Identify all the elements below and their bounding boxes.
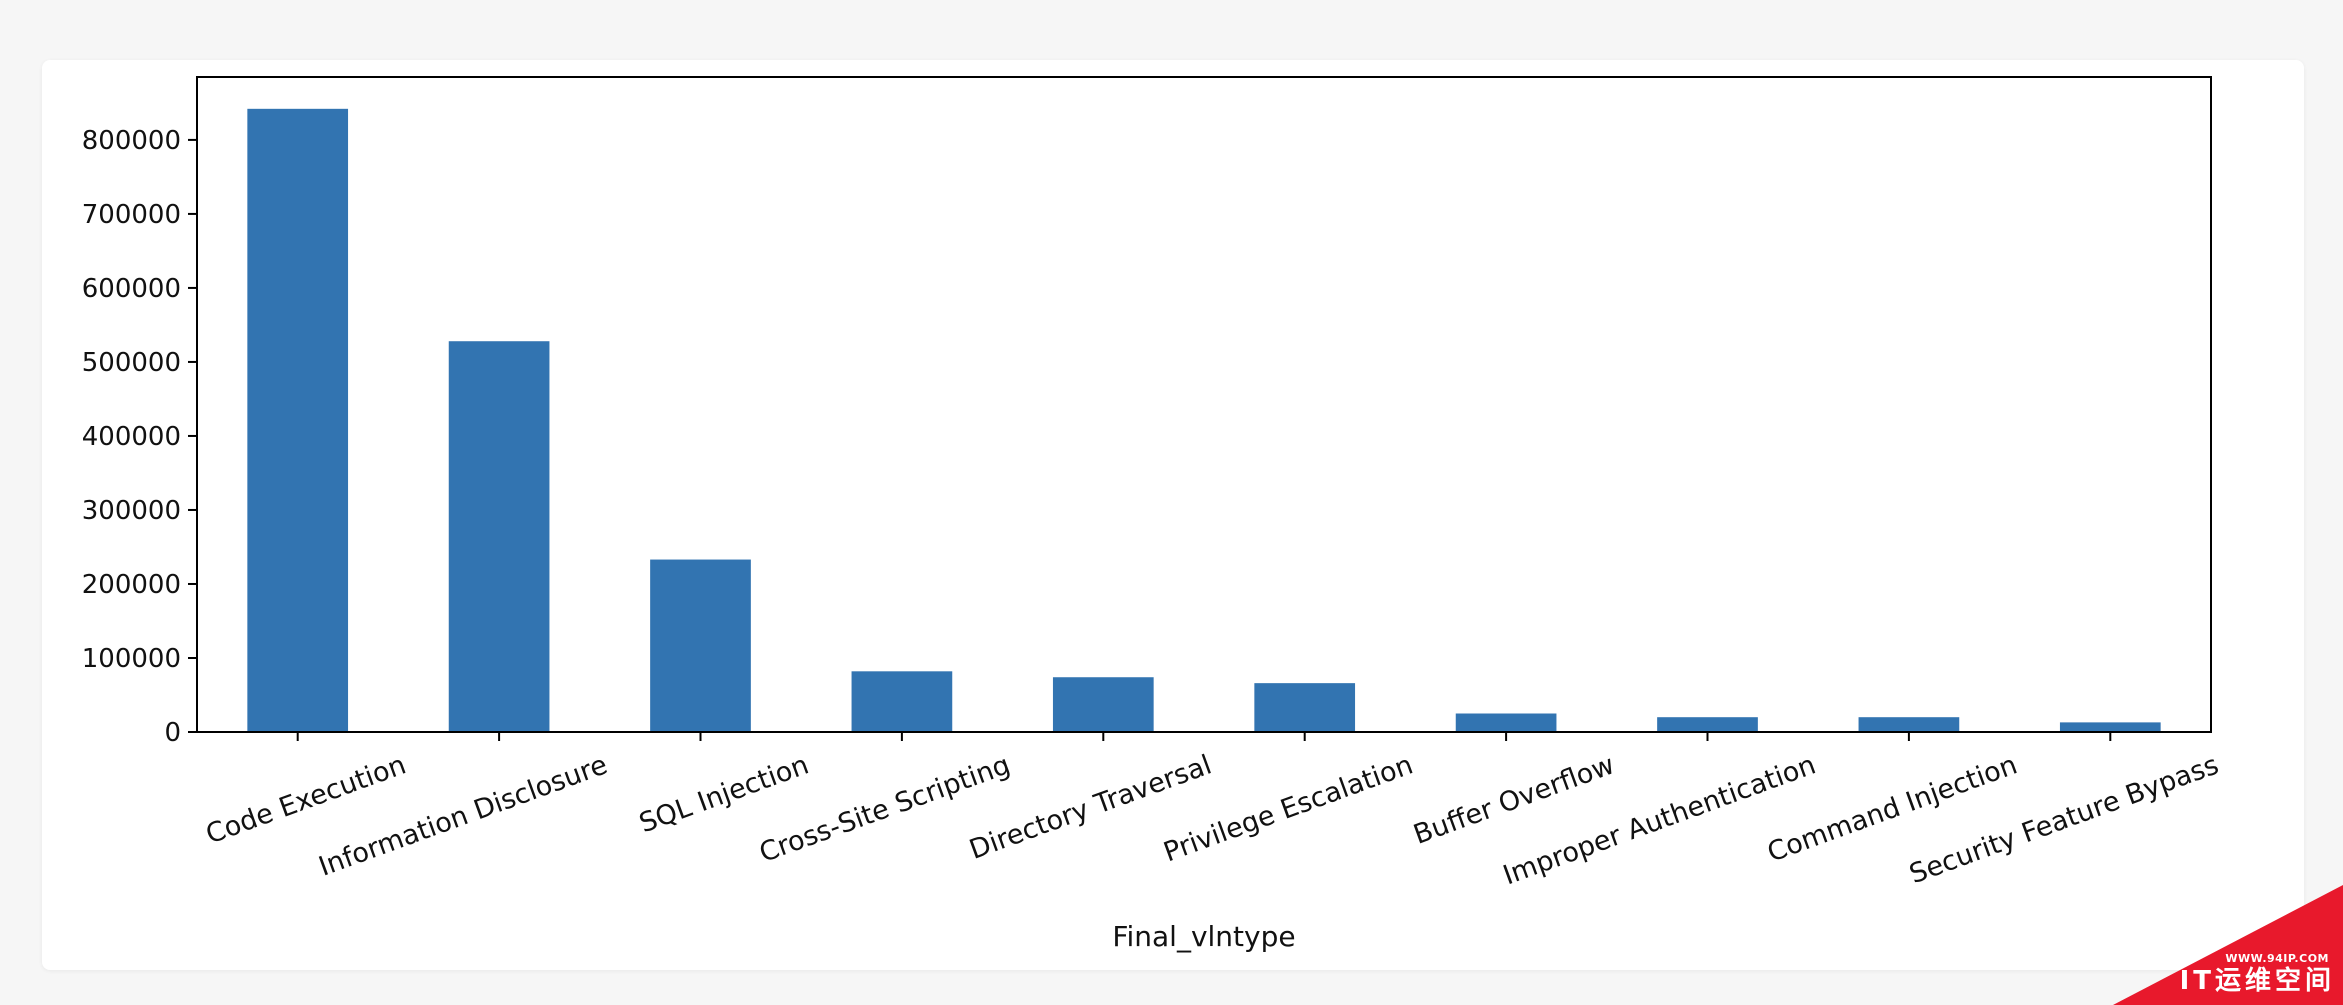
bar-cross-site-scripting xyxy=(851,671,953,732)
y-tick-label: 300000 xyxy=(82,496,181,526)
bar-information-disclosure xyxy=(448,341,550,732)
y-tick-label: 0 xyxy=(164,718,181,748)
bar-command-injection xyxy=(1858,717,1960,732)
y-tick-label: 100000 xyxy=(82,644,181,674)
bar-directory-traversal xyxy=(1052,677,1154,732)
y-tick-label: 700000 xyxy=(82,200,181,230)
y-tick-label: 800000 xyxy=(82,126,181,156)
bar-buffer-overflow xyxy=(1455,713,1557,732)
watermark-logo: WWW.94IP.COM IT运维空间 xyxy=(2113,885,2343,1005)
bar-sql-injection xyxy=(650,559,751,732)
chart-card xyxy=(42,60,2304,970)
y-tick-label: 400000 xyxy=(82,422,181,452)
bar-security-feature-bypass xyxy=(2059,722,2161,732)
watermark-title: IT运维空间 xyxy=(2179,966,2335,996)
y-tick-label: 200000 xyxy=(82,570,181,600)
y-tick-label: 600000 xyxy=(82,274,181,304)
x-tick-label: SQL Injection xyxy=(635,749,813,839)
plot-frame xyxy=(196,76,2212,733)
bar-privilege-escalation xyxy=(1254,683,1356,732)
x-axis-label: Final_vlntype xyxy=(1112,920,1295,953)
watermark-url: WWW.94IP.COM xyxy=(2225,952,2329,965)
bar-code-execution xyxy=(247,108,349,733)
y-tick-label: 500000 xyxy=(82,348,181,378)
bar-improper-authentication xyxy=(1657,717,1758,732)
